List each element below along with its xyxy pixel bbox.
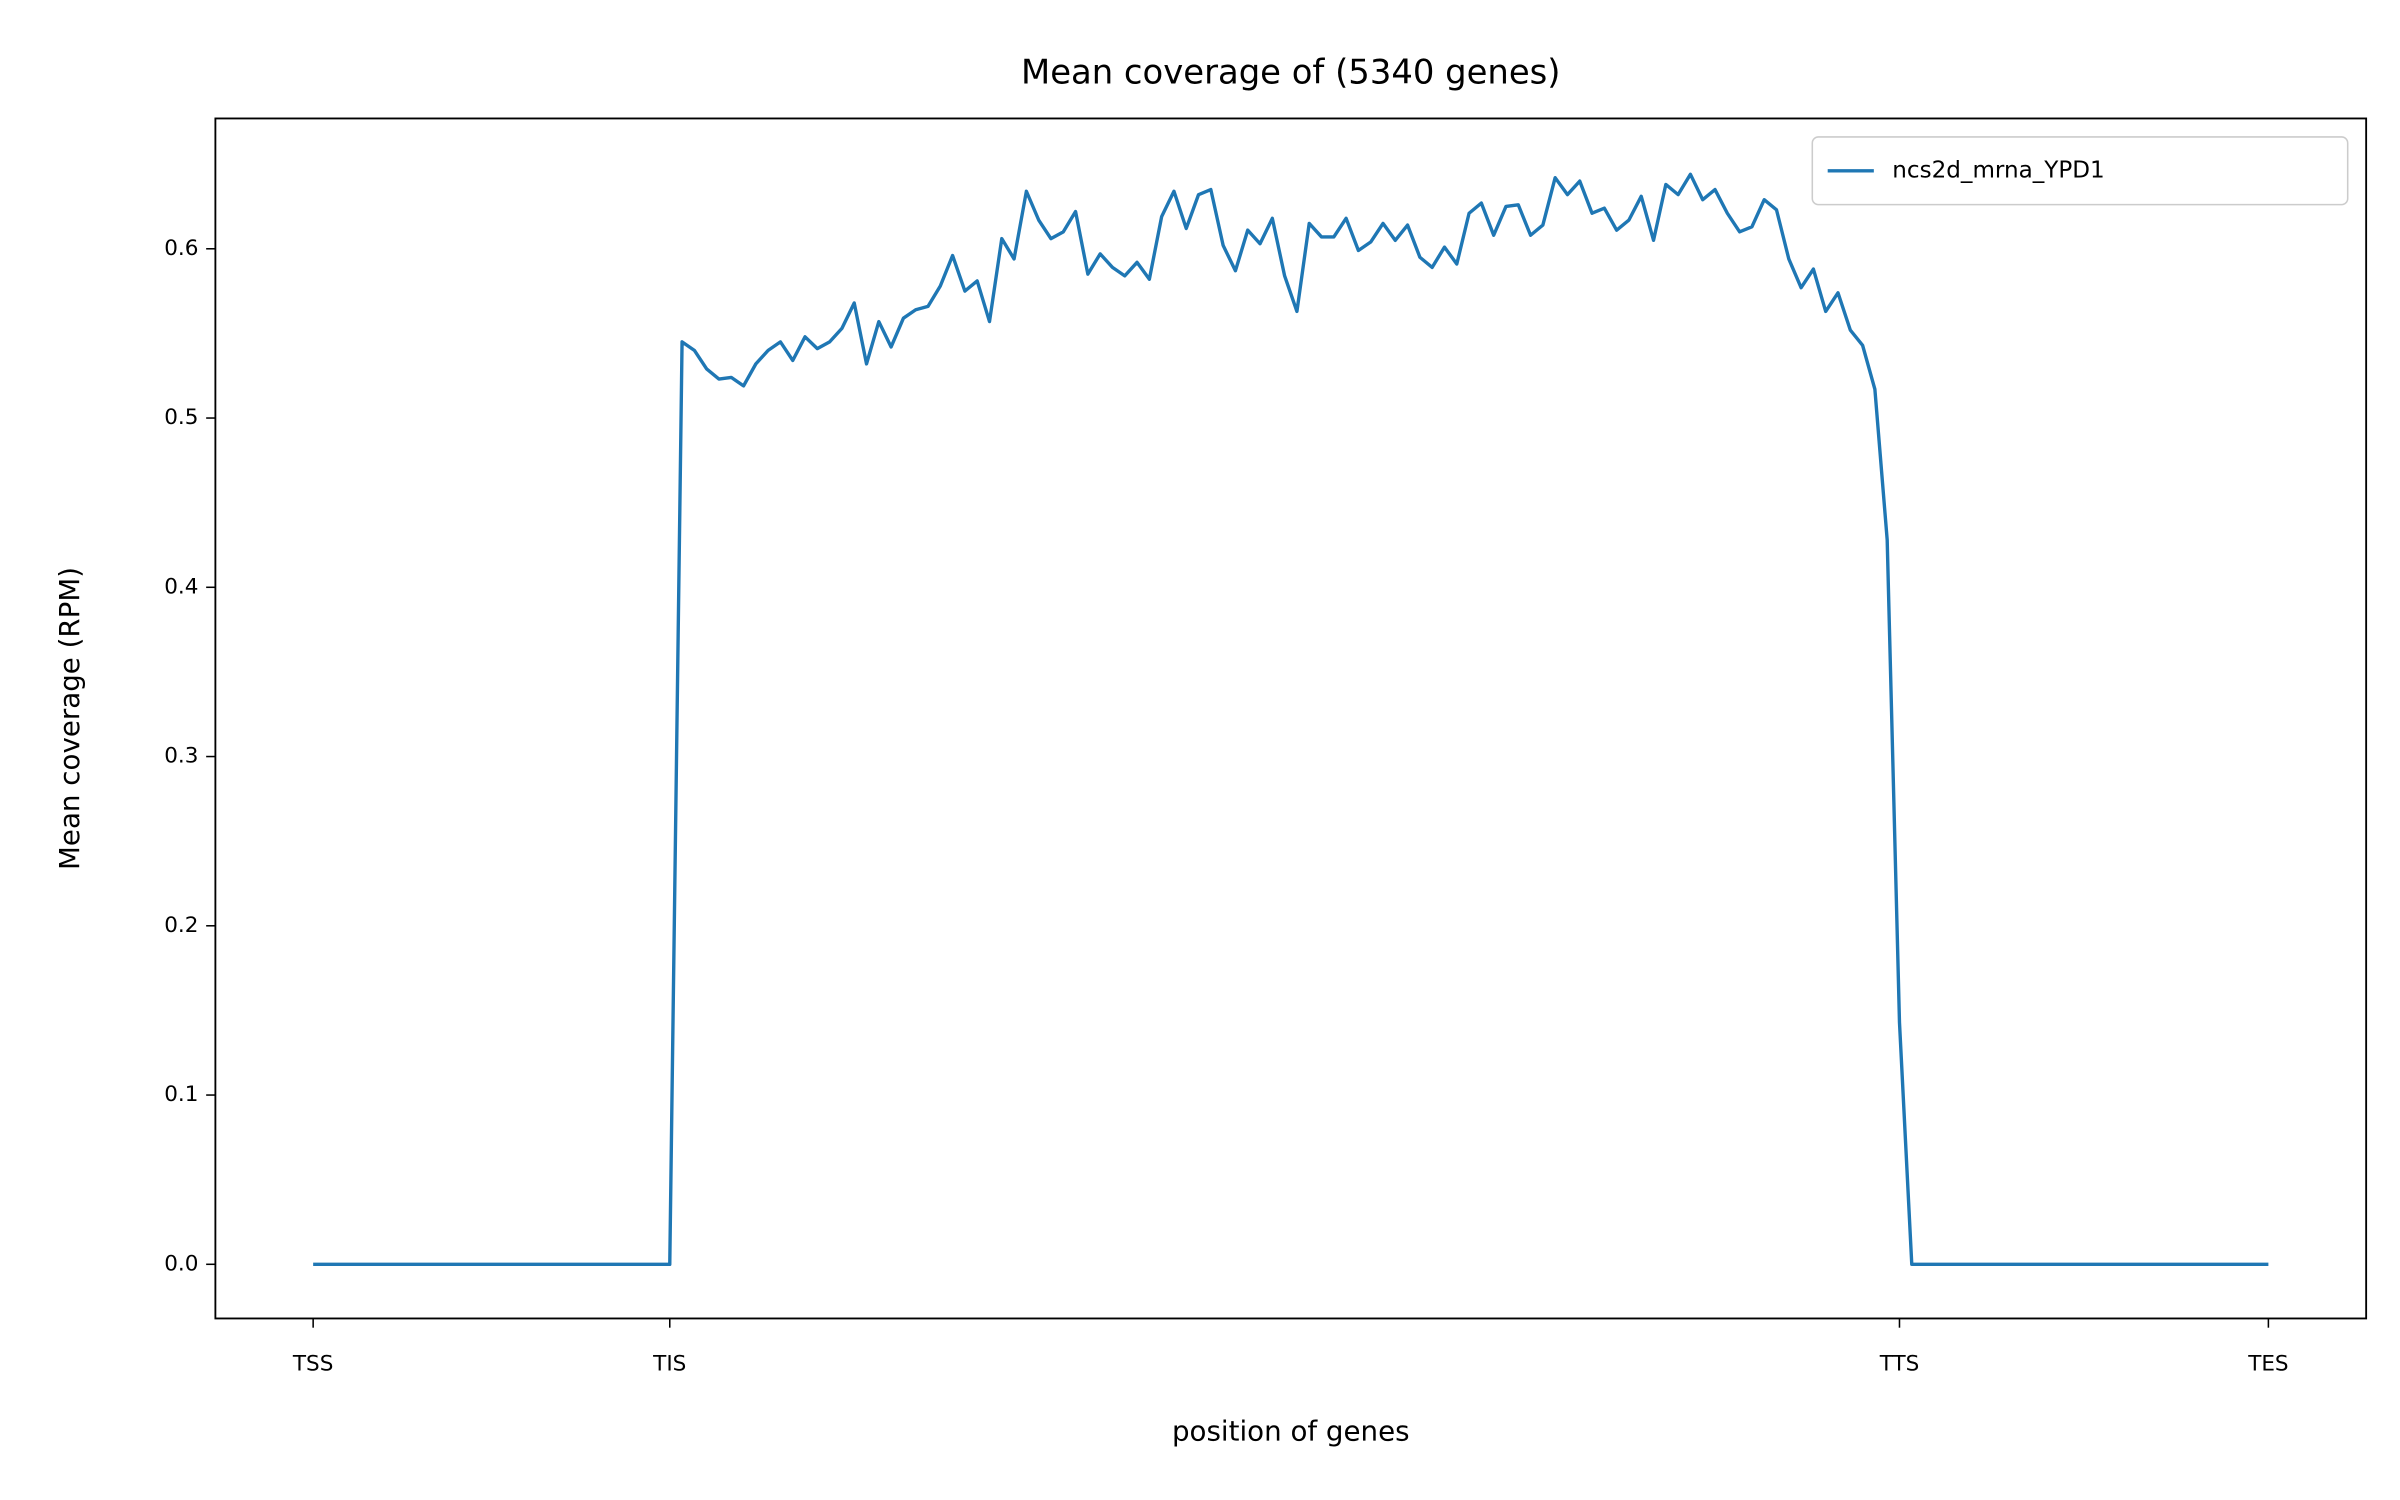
legend-box: [1811, 136, 2349, 206]
chart-title: Mean coverage of (5340 genes): [1021, 52, 1560, 91]
y-tick-label: 0.5: [164, 405, 198, 430]
y-tick-label: 0.6: [164, 236, 198, 261]
y-tick-label: 0.2: [164, 913, 198, 938]
x-tick-label: TES: [2247, 1352, 2288, 1377]
x-tick-label: TIS: [652, 1352, 686, 1377]
y-tick-label: 0.0: [164, 1251, 198, 1276]
legend-label: ncs2d_mrna_YPD1: [1892, 157, 2104, 183]
y-tick-label: 0.3: [164, 744, 198, 769]
line-series: [313, 172, 2269, 1266]
y-tick-label: 0.4: [164, 574, 198, 599]
x-tick-label: TTS: [1879, 1352, 1920, 1377]
x-tick-label: TSS: [292, 1352, 333, 1377]
y-axis-label: Mean coverage (RPM): [53, 567, 86, 870]
y-tick-label: 0.1: [164, 1082, 198, 1107]
x-axis-label: position of genes: [1172, 1414, 1410, 1447]
plot-frame: [214, 117, 2368, 1320]
